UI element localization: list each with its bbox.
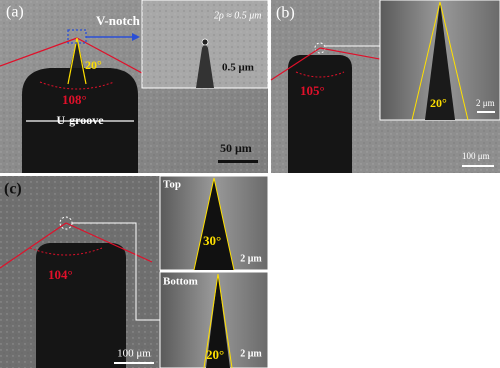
notch-line xyxy=(193,177,215,271)
panel-label: (c) xyxy=(4,181,22,198)
scale-bar xyxy=(114,362,154,364)
angle-arc xyxy=(29,247,103,256)
connector xyxy=(72,222,160,321)
scale-label: 100 μm xyxy=(117,348,151,360)
inset-scale: 2 μm xyxy=(240,253,262,264)
notch-tip xyxy=(201,38,209,46)
notch-line xyxy=(217,273,233,368)
notch-line xyxy=(213,177,235,271)
notch-line xyxy=(76,37,87,85)
inset-notch xyxy=(194,178,234,270)
groove-label: U-groove xyxy=(56,113,104,127)
flank-line xyxy=(65,222,153,263)
flank-angle: 104° xyxy=(48,267,73,282)
inset-scale: 2 μm xyxy=(476,98,495,108)
inset-label: Bottom xyxy=(163,276,198,288)
panel-c: (c) 104° 100 μm Top 30° 2 μm Bottom 20° … xyxy=(0,175,269,368)
arrow-head xyxy=(132,33,140,41)
notch-circle xyxy=(314,42,326,54)
scale-label: 100 μm xyxy=(462,151,490,161)
notch-angle: 20° xyxy=(85,58,102,72)
panel-label: (a) xyxy=(6,4,24,21)
notch-angle: 30° xyxy=(203,233,221,248)
inset-note: 2ρ ≈ 0.5 μm xyxy=(214,10,262,21)
scale-bar xyxy=(218,160,258,163)
flank-line xyxy=(0,37,78,67)
angle-arc xyxy=(295,71,345,78)
inset-scale: 0.5 μm xyxy=(222,62,254,74)
angle-arc xyxy=(39,81,115,90)
inset-label: Top xyxy=(163,179,181,191)
inset-notch xyxy=(196,45,214,88)
panel-a: (a) V-notch 2ρ ≈ 0.5 μm 20° 0.5 μm 108° … xyxy=(0,0,269,173)
groove xyxy=(36,243,126,368)
scale-bar xyxy=(462,165,494,167)
panel-b: (b) 105° 20° 2 μm 100 μm xyxy=(270,0,500,173)
callout: V-notch xyxy=(96,13,141,28)
flank-line xyxy=(0,222,67,269)
notch-line xyxy=(411,1,441,121)
notch-angle: 20° xyxy=(430,96,447,110)
notch-line xyxy=(203,273,219,368)
flank-line xyxy=(319,47,386,61)
groove xyxy=(288,55,352,173)
flank-line xyxy=(270,47,321,81)
panel-label: (b) xyxy=(276,5,295,22)
inset-notch xyxy=(206,274,230,368)
flank-angle: 105° xyxy=(300,83,325,98)
scale-label: 50 μm xyxy=(220,141,252,155)
flank-angle: 108° xyxy=(62,92,87,107)
notch-line xyxy=(439,1,469,121)
inset-scale: 2 μm xyxy=(240,348,262,359)
notch xyxy=(70,38,84,68)
scale-bar xyxy=(477,111,495,113)
notch-line xyxy=(67,37,78,85)
inset-notch xyxy=(425,2,455,120)
notch-angle: 20° xyxy=(206,347,224,362)
